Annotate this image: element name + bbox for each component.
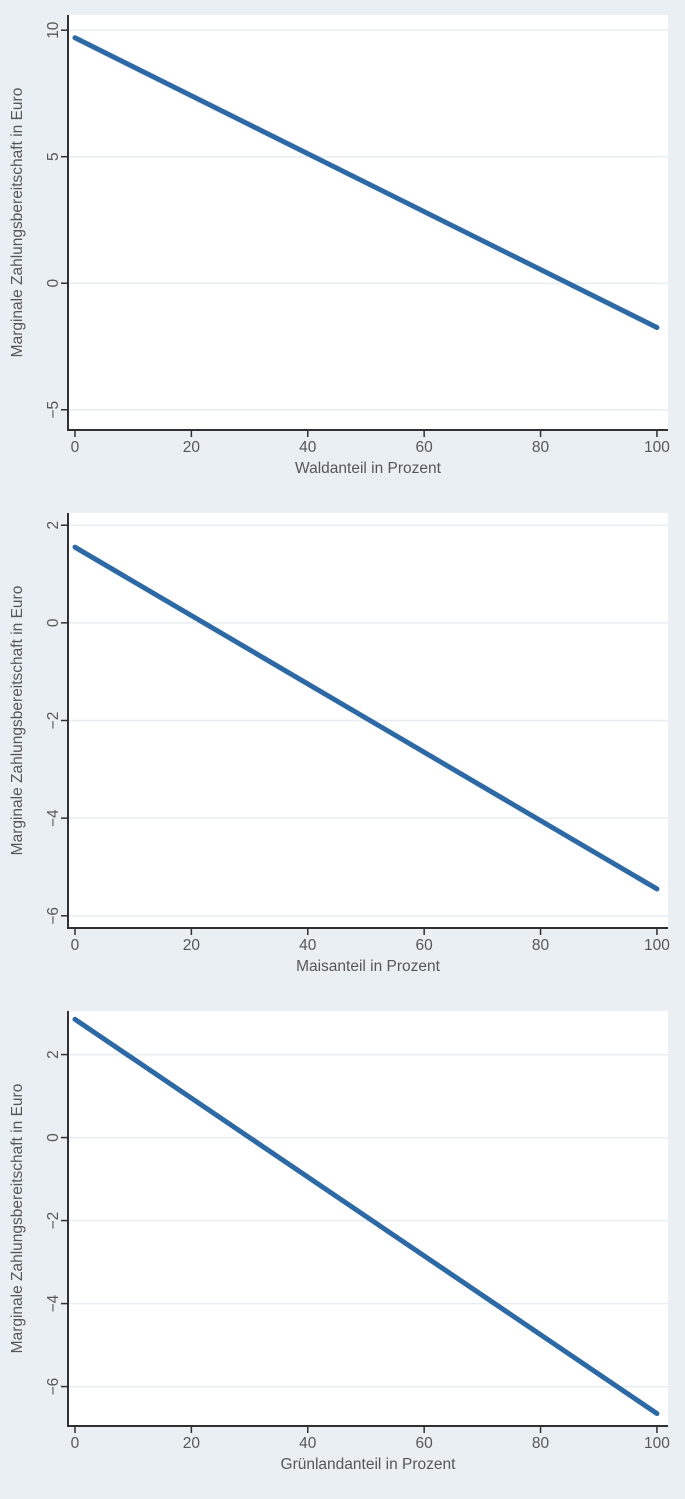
x-tick-label: 100	[644, 937, 670, 954]
chart-gruenlandanteil: −6 −4 −2 0 2 0 20 40 60 80 100 Marginale Zahlungsbe…	[0, 996, 685, 1494]
y-tick-label: −4	[45, 809, 62, 827]
y-tick-label: −5	[45, 401, 62, 419]
y-tick-label: 0	[45, 279, 62, 288]
x-axis-title: Waldanteil in Prozent	[295, 460, 442, 477]
x-axis-title: Maisanteil in Prozent	[296, 958, 441, 975]
chart-waldanteil: −5 0 5 10 0 20 40 60 80 100 Marginale Zahlungsbere…	[0, 0, 685, 498]
y-tick-label: −2	[45, 712, 62, 730]
x-tick-label: 40	[299, 1435, 317, 1452]
y-axis-title: Marginale Zahlungsbereitschaft in Euro	[9, 88, 26, 358]
y-axis-title: Marginale Zahlungsbereitschaft in Euro	[9, 1084, 26, 1354]
x-axis-title: Grünlandanteil in Prozent	[281, 1456, 457, 1473]
y-tick-label: 2	[45, 521, 62, 530]
x-tick-label: 80	[532, 1435, 550, 1452]
x-tick-label: 40	[299, 439, 317, 456]
x-tick-label: 40	[299, 937, 317, 954]
y-tick-label: 0	[45, 618, 62, 627]
x-tick-label: 100	[644, 439, 670, 456]
data-line	[72, 35, 660, 331]
x-tick-label: 0	[71, 1435, 80, 1452]
x-tick-label: 80	[532, 937, 550, 954]
y-tick-label: −6	[45, 907, 62, 925]
x-tick-label: 60	[416, 439, 434, 456]
x-tick-label: 20	[183, 937, 201, 954]
y-tick-label: 5	[45, 152, 62, 161]
y-tick-label: −6	[45, 1378, 62, 1396]
data-line	[72, 544, 660, 892]
y-axis-title: Marginale Zahlungsbereitschaft in Euro	[9, 586, 26, 856]
x-tick-label: 20	[183, 1435, 201, 1452]
y-tick-label: −4	[45, 1294, 62, 1312]
chart-maisanteil: −6 −4 −2 0 2 0 20 40 60 80 100 Marginale Zahlungsbe…	[0, 498, 685, 996]
x-tick-label: 60	[416, 937, 434, 954]
data-line	[72, 1016, 660, 1417]
x-tick-label: 60	[416, 1435, 434, 1452]
x-tick-label: 0	[71, 937, 80, 954]
x-tick-label: 0	[71, 439, 80, 456]
x-tick-label: 20	[183, 439, 201, 456]
x-tick-label: 100	[644, 1435, 670, 1452]
y-tick-label: 2	[45, 1050, 62, 1059]
y-tick-label: 10	[45, 21, 62, 39]
x-tick-label: 80	[532, 439, 550, 456]
y-tick-label: 0	[45, 1133, 62, 1142]
y-tick-label: −2	[45, 1212, 62, 1230]
